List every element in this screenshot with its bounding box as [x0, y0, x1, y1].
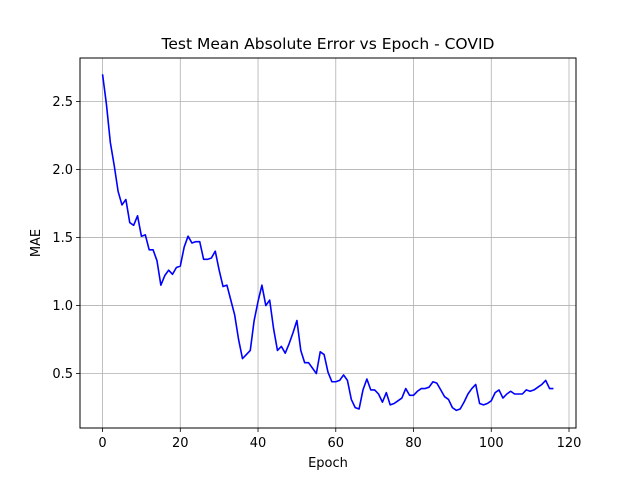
chart-title: Test Mean Absolute Error vs Epoch - COVI… — [161, 35, 495, 53]
x-tick-label: 80 — [405, 436, 422, 451]
series-line — [101, 74, 554, 412]
x-tick-label: 120 — [557, 436, 582, 451]
y-tick-label: 2.0 — [52, 163, 73, 178]
y-tick-label: 2.5 — [52, 95, 73, 110]
ticks: 0 20 40 60 80 100 120 0.5 1.0 1.5 2.0 2.5 — [52, 95, 581, 451]
grid — [80, 58, 576, 428]
x-tick-label: 100 — [479, 436, 504, 451]
y-tick-label: 1.5 — [52, 231, 73, 246]
series-layer — [101, 74, 554, 412]
y-tick-label: 0.5 — [52, 367, 73, 382]
x-tick-label: 0 — [98, 436, 106, 451]
x-tick-label: 60 — [328, 436, 345, 451]
x-tick-label: 20 — [172, 436, 189, 451]
y-tick-label: 1.0 — [52, 299, 73, 314]
x-tick-label: 40 — [250, 436, 267, 451]
plot-frame — [79, 57, 577, 429]
y-axis-label: MAE — [29, 229, 44, 257]
x-axis-label: Epoch — [308, 456, 348, 471]
